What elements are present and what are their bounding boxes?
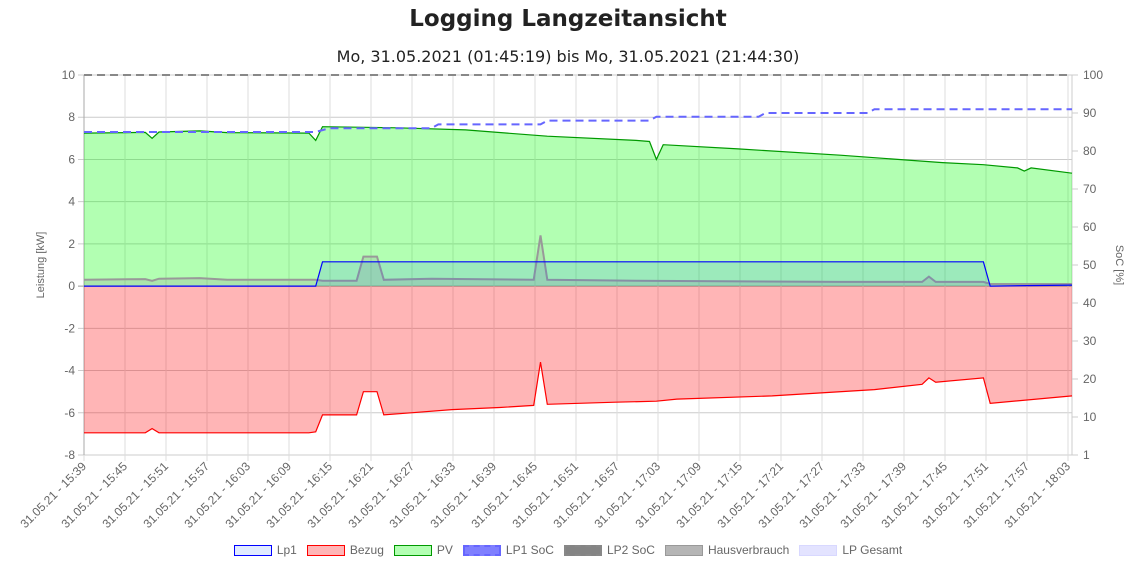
- y-tick-label: 8: [68, 110, 75, 124]
- y2-tick-label: 90: [1083, 106, 1097, 120]
- series-line-lp1: [84, 261, 1073, 287]
- y2-axis-label: SoC [%]: [1113, 245, 1125, 285]
- legend-label: Lp1: [276, 543, 297, 557]
- legend-item-lp2-soc[interactable]: LP2 SoC: [563, 543, 655, 557]
- y-tick-label: 10: [62, 68, 76, 82]
- y2-tick-label: 1: [1083, 448, 1090, 462]
- legend-swatch: [799, 544, 838, 556]
- y-tick-label: -8: [64, 448, 75, 462]
- legend-swatch: [233, 544, 272, 556]
- legend: Lp1 Bezug PV LP1 SoC LP2 SoC Hausverbrauch LP …: [0, 543, 1136, 557]
- series-line-bezug: [84, 362, 1073, 434]
- legend-item-pv[interactable]: PV: [393, 543, 453, 557]
- legend-swatch: [462, 544, 501, 556]
- y-tick-label: -6: [64, 406, 75, 420]
- legend-label: Bezug: [349, 543, 384, 557]
- series-line-lp1-soc: [84, 108, 1072, 133]
- series-area-lp1: [84, 261, 1072, 287]
- legend-item-lp-gesamt[interactable]: LP Gesamt: [799, 543, 902, 557]
- chart-subtitle: Mo, 31.05.2021 (01:45:19) bis Mo, 31.05.…: [336, 47, 800, 66]
- legend-label: PV: [436, 543, 453, 557]
- y-axis-label: Leistung [kW]: [35, 232, 47, 299]
- legend-label: LP1 SoC: [505, 543, 554, 557]
- legend-item-lp1[interactable]: Lp1: [233, 543, 297, 557]
- y-tick-label: 4: [68, 195, 75, 209]
- y-tick-label: 2: [68, 237, 75, 251]
- series-area-bezug: [84, 286, 1072, 433]
- y2-tick-label: 40: [1083, 296, 1097, 310]
- y2-tick-label: 60: [1083, 220, 1097, 234]
- y2-tick-label: 100: [1083, 68, 1103, 82]
- legend-label: Hausverbrauch: [707, 543, 790, 557]
- y-tick-label: -4: [64, 364, 75, 378]
- y2-tick-label: 80: [1083, 144, 1097, 158]
- series-line-hausverbrauch: [83, 235, 1072, 285]
- legend-label: LP Gesamt: [842, 543, 903, 557]
- legend-swatch: [393, 544, 432, 556]
- y2-tick-label: 50: [1083, 258, 1097, 272]
- series-area-pv: [84, 126, 1072, 287]
- y2-tick-label: 20: [1083, 372, 1097, 386]
- y2-tick-label: 10: [1083, 410, 1097, 424]
- y-tick-label: 0: [68, 279, 75, 293]
- legend-item-bezug[interactable]: Bezug: [306, 543, 384, 557]
- legend-label: LP2 SoC: [606, 543, 655, 557]
- legend-item-hausverbrauch[interactable]: Hausverbrauch: [664, 543, 790, 557]
- y2-tick-label: 30: [1083, 334, 1097, 348]
- y-tick-label: 6: [68, 152, 75, 166]
- legend-swatch: [563, 544, 602, 556]
- legend-swatch: [664, 544, 703, 556]
- chart-title: Logging Langzeitansicht: [409, 6, 727, 32]
- y-tick-label: -2: [64, 321, 75, 335]
- series-area-hausverbrauch: [84, 235, 1072, 287]
- legend-swatch: [306, 544, 345, 556]
- y2-tick-label: 70: [1083, 182, 1097, 196]
- legend-item-lp1-soc[interactable]: LP1 SoC: [462, 543, 554, 557]
